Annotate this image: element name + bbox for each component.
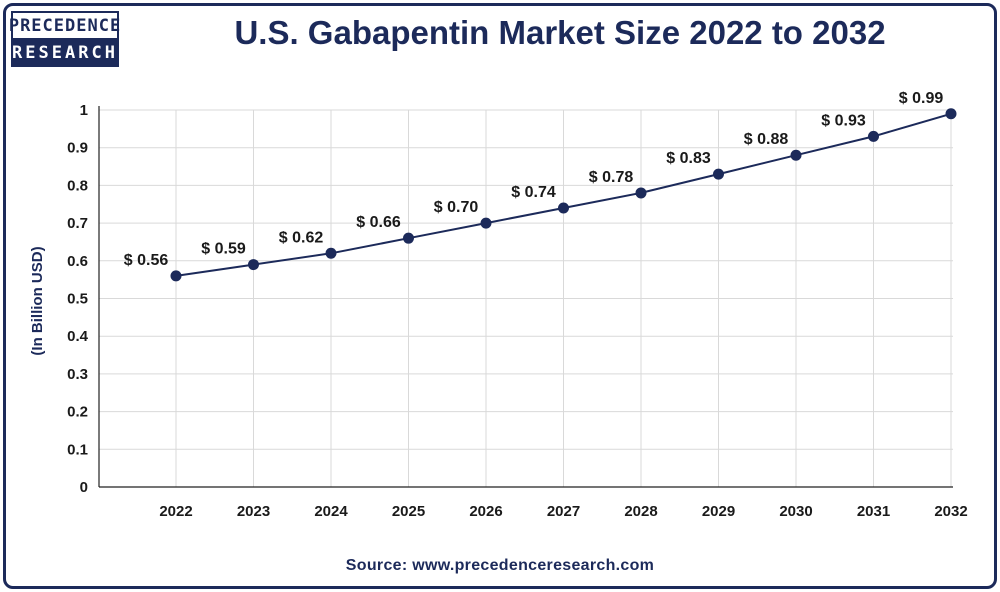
- data-label: $ 0.70: [434, 199, 479, 216]
- y-tick-label: 0.4: [67, 328, 89, 345]
- y-tick-label: 1: [80, 102, 88, 119]
- x-tick-label: 2023: [237, 503, 270, 520]
- data-point: [403, 232, 414, 244]
- precedence-research-logo: PRECEDENCE RESEARCH: [9, 11, 120, 67]
- y-tick-label: 0.1: [67, 441, 88, 458]
- data-point: [635, 187, 647, 199]
- chart-frame: [3, 3, 997, 589]
- data-label: $ 0.74: [511, 184, 556, 201]
- x-tick-labels: 2022 2023 2024 2025 2026 2027 2028 2029 2030 2031…: [159, 503, 967, 520]
- data-point: [713, 168, 724, 180]
- y-tick-label: 0: [80, 479, 88, 496]
- x-tick-label: 2024: [314, 503, 348, 520]
- data-point: [558, 202, 569, 214]
- data-point: [868, 130, 879, 142]
- y-tick-label: 0.8: [67, 177, 88, 194]
- axes: [98, 106, 953, 488]
- data-point: [790, 149, 802, 161]
- x-tick-label: 2025: [392, 503, 425, 520]
- data-label: $ 0.88: [744, 131, 789, 148]
- chart-title: U.S. Gabapentin Market Size 2022 to 2032: [234, 14, 886, 51]
- data-point: [248, 259, 259, 271]
- data-label: $ 0.59: [201, 241, 246, 258]
- logo-line-1: PRECEDENCE: [9, 11, 120, 38]
- logo-line-2: RESEARCH: [11, 38, 119, 67]
- data-label: $ 0.99: [899, 90, 944, 107]
- data-label: $ 0.66: [356, 214, 401, 231]
- data-point: [480, 217, 492, 229]
- x-tick-label: 2032: [934, 503, 967, 520]
- data-label: $ 0.62: [279, 229, 324, 246]
- data-label: $ 0.56: [124, 252, 169, 269]
- y-tick-label: 0.5: [67, 291, 88, 308]
- source-note: Source: www.precedenceresearch.com: [345, 557, 655, 574]
- data-labels: $ 0.56 $ 0.59 $ 0.62 $ 0.66 $ 0.70 $ 0.74 $ 0.…: [124, 90, 944, 269]
- y-tick-label: 0.2: [67, 404, 88, 421]
- y-tick-label: 0.6: [67, 253, 88, 270]
- x-tick-label: 2026: [469, 503, 502, 520]
- data-label: $ 0.78: [589, 169, 634, 186]
- data-point: [325, 247, 337, 259]
- x-tick-label: 2029: [702, 503, 735, 520]
- x-tick-label: 2030: [779, 503, 812, 520]
- data-points: [170, 108, 957, 282]
- data-label: $ 0.93: [821, 112, 866, 129]
- y-tick-labels: 0 0.1 0.2 0.3 0.4 0.5 0.6 0.7 0.8 0.9 1: [67, 102, 89, 496]
- x-tick-label: 2028: [624, 503, 657, 520]
- grid-lines: [99, 109, 953, 487]
- y-axis-title: (In Billion USD): [29, 246, 46, 355]
- x-tick-label: 2031: [857, 503, 890, 520]
- y-tick-label: 0.3: [67, 366, 88, 383]
- data-point: [945, 108, 957, 120]
- x-tick-label: 2027: [547, 503, 580, 520]
- data-point: [170, 270, 182, 282]
- y-tick-label: 0.9: [67, 140, 88, 157]
- x-tick-label: 2022: [159, 503, 192, 520]
- data-label: $ 0.83: [666, 150, 711, 167]
- y-tick-label: 0.7: [67, 215, 88, 232]
